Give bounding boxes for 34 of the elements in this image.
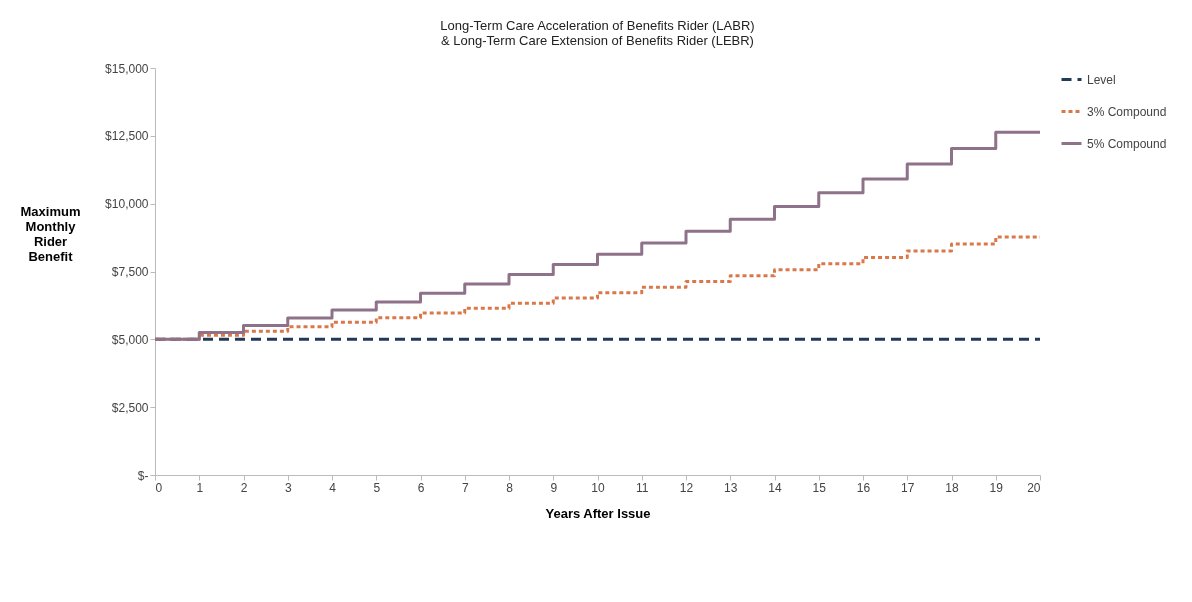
x-tick-label: 5: [373, 480, 381, 495]
chart-title: Long-Term Care Acceleration of Benefits Rider (LABR) & Long-Term Care Extension of Benefits Rider (LEBR): [440, 18, 755, 48]
x-tick-label: 18: [945, 480, 959, 495]
x-tick-label: 6: [417, 480, 425, 495]
x-tick-label: 20: [1027, 480, 1041, 495]
y-tick-label: $10,000: [105, 197, 149, 212]
x-tick-label: 0: [155, 480, 163, 495]
x-tick-label: 13: [724, 480, 738, 495]
legend-label: 3% Compound: [1087, 104, 1167, 119]
y-tick-label: $7,500: [111, 265, 149, 279]
y-tick-label: $-: [137, 468, 149, 483]
x-tick-label: 7: [461, 480, 469, 495]
x-tick-label: 8: [506, 480, 514, 495]
x-tick-label: 3: [284, 480, 292, 495]
x-tick-label: 4: [329, 480, 337, 495]
x-tick-label: 17: [901, 480, 915, 495]
x-tick-label: 14: [768, 480, 782, 495]
y-tick-label: $5,000: [111, 332, 149, 347]
y-tick-label: $12,500: [105, 129, 149, 144]
x-tick-label: 9: [550, 480, 558, 495]
x-axis-title: Years After Issue: [545, 505, 651, 521]
x-tick-label: 16: [856, 480, 871, 495]
x-tick-label: 15: [812, 480, 827, 495]
x-tick-label: 10: [591, 480, 605, 495]
y-tick-label: $2,500: [111, 400, 149, 415]
x-tick-label: 11: [636, 480, 649, 495]
x-tick-label: 1: [196, 480, 204, 495]
x-tick-label: 2: [240, 480, 248, 495]
y-tick-label: $15,000: [105, 61, 149, 76]
x-tick-label: 12: [679, 480, 694, 495]
x-tick-label: 19: [989, 480, 1004, 495]
legend-label: Level: [1087, 72, 1116, 87]
legend-label: 5% Compound: [1087, 136, 1167, 151]
y-axis-title: Maximum Monthly Rider Benefit: [20, 203, 81, 264]
